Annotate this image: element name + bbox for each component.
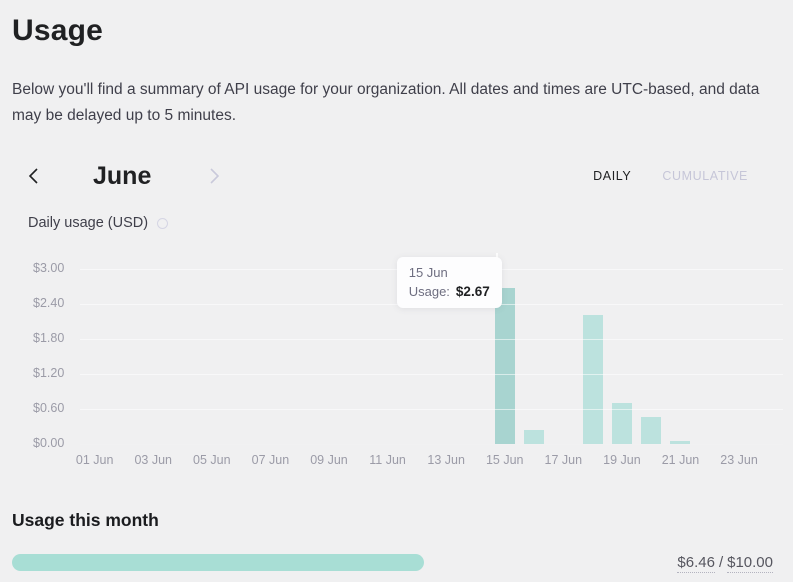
x-tick-label: 03 Jun <box>134 453 172 467</box>
next-month-button[interactable] <box>201 163 227 189</box>
page-description: Below you'll find a summary of API usage… <box>12 81 760 124</box>
prev-month-button[interactable] <box>20 163 46 189</box>
y-tick-label: $3.00 <box>33 261 65 275</box>
x-tick-label: 21 Jun <box>661 453 700 467</box>
plot-area: 15 Jun Usage: $2.67 <box>80 253 783 445</box>
bar-15-jun[interactable] <box>494 288 515 444</box>
gridline <box>80 444 783 445</box>
chart-header: Daily usage (USD) <box>12 215 781 231</box>
tab-daily[interactable]: DAILY <box>593 169 632 183</box>
chart-tooltip: 15 Jun Usage: $2.67 <box>396 257 502 308</box>
y-tick-label: $0.60 <box>33 401 65 415</box>
month-nav-row: June DAILY CUMULATIVE <box>12 159 781 193</box>
x-tick-label: 13 Jun <box>427 453 465 467</box>
bar-18-jun[interactable] <box>582 315 603 444</box>
usage-month-heading: Usage this month <box>12 510 159 530</box>
y-tick-label: $1.20 <box>33 366 65 380</box>
x-tick-label: 17 Jun <box>544 453 583 467</box>
x-tick-label: 09 Jun <box>310 453 348 467</box>
usage-progress-row: $6.46/$10.00 <box>12 554 781 573</box>
bar-21-jun[interactable] <box>670 441 691 444</box>
usage-progress-track <box>12 554 650 571</box>
x-axis: 01 Jun 03 Jun 05 Jun 07 Jun 09 Jun 11 Jun 13 J… <box>76 453 783 473</box>
x-tick-label: 05 Jun <box>193 453 231 467</box>
x-tick-label: 23 Jun <box>720 453 758 467</box>
daily-usage-chart: $3.00 $2.40 $1.80 $1.20 $0.60 $0.00 15 Jun Us… <box>12 253 783 473</box>
month-label: June <box>93 161 152 190</box>
x-tick-label: 15 Jun <box>485 453 524 467</box>
usage-amounts: $6.46/$10.00 <box>677 554 781 573</box>
tooltip-label: Usage: <box>408 284 450 299</box>
tooltip-row: Usage: $2.67 <box>409 284 490 299</box>
tooltip-value: $2.67 <box>455 284 490 299</box>
chevron-right-icon <box>209 168 220 184</box>
usage-limit-amount[interactable]: $10.00 <box>727 554 773 573</box>
view-tabs: DAILY CUMULATIVE <box>593 169 748 183</box>
x-tick-label: 11 Jun <box>369 453 406 467</box>
x-tick-label: 07 Jun <box>251 453 290 467</box>
usage-used-amount[interactable]: $6.46 <box>677 554 715 573</box>
gridline <box>80 409 783 410</box>
bar-19-jun[interactable] <box>611 403 632 444</box>
page-title: Usage <box>12 14 104 47</box>
y-tick-label: $2.40 <box>33 296 65 310</box>
gridline <box>80 339 783 340</box>
status-circle-icon <box>157 217 169 229</box>
tooltip-date: 15 Jun <box>408 265 448 280</box>
gridline <box>80 374 783 375</box>
bar-20-jun[interactable] <box>641 416 662 444</box>
chevron-left-icon <box>28 168 39 184</box>
tab-cumulative[interactable]: CUMULATIVE <box>662 169 748 183</box>
x-tick-label: 01 Jun <box>75 453 114 467</box>
bar-16-jun[interactable] <box>524 430 545 444</box>
chart-title: Daily usage (USD) <box>28 215 149 231</box>
x-tick-label: 19 Jun <box>603 453 641 467</box>
amount-separator: / <box>718 554 724 571</box>
y-tick-label: $0.00 <box>33 436 65 450</box>
usage-progress-fill <box>12 554 425 571</box>
y-axis: $3.00 $2.40 $1.80 $1.20 $0.60 $0.00 <box>12 261 80 450</box>
y-tick-label: $1.80 <box>33 331 65 345</box>
